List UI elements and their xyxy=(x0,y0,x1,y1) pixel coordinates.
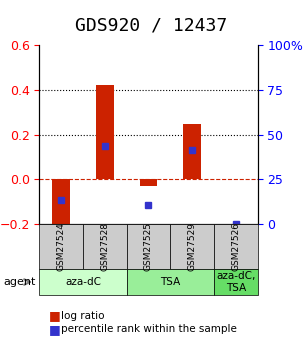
Bar xyxy=(140,179,157,186)
Text: TSA: TSA xyxy=(160,277,180,287)
Text: GSM27524: GSM27524 xyxy=(57,222,66,271)
Text: ■: ■ xyxy=(48,309,60,322)
Text: GSM27525: GSM27525 xyxy=(144,222,153,271)
Bar xyxy=(96,85,114,179)
Text: GSM27526: GSM27526 xyxy=(231,222,240,271)
Text: GDS920 / 12437: GDS920 / 12437 xyxy=(75,17,228,34)
Text: GSM27529: GSM27529 xyxy=(188,222,197,271)
Text: GSM27528: GSM27528 xyxy=(100,222,109,271)
Text: aza-dC,
TSA: aza-dC, TSA xyxy=(216,271,255,293)
Text: aza-dC: aza-dC xyxy=(65,277,101,287)
Bar xyxy=(52,179,70,229)
Text: log ratio: log ratio xyxy=(61,311,104,321)
Text: ■: ■ xyxy=(48,323,60,336)
Text: agent: agent xyxy=(3,277,35,287)
Text: percentile rank within the sample: percentile rank within the sample xyxy=(61,325,236,334)
Bar xyxy=(183,125,201,179)
